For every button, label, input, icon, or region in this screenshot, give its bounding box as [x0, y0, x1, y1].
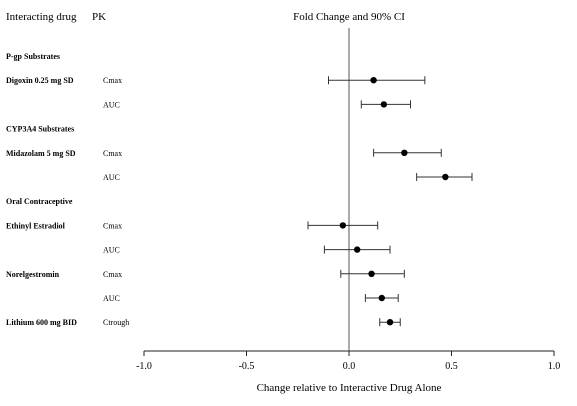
- point-estimate: [378, 294, 385, 302]
- chart-title: Fold Change and 90% CI: [293, 11, 405, 23]
- pk-label: Cmax: [103, 76, 122, 85]
- pk-label: AUC: [103, 294, 120, 303]
- rows-layer: P-gp Substrates Digoxin 0.25 mg SD Cmax AUC…: [6, 52, 129, 327]
- group-label: CYP3A4 Substrates: [6, 125, 74, 134]
- x-axis-ticks: -1.0 -0.5 0.0 0.5 1.0: [136, 351, 560, 372]
- pk-label: AUC: [103, 246, 120, 255]
- point-estimate: [380, 101, 388, 108]
- point-estimate: [401, 149, 408, 156]
- header-pk: PK: [92, 11, 106, 23]
- x-axis-label: Change relative to Interactive Drug Alon…: [257, 382, 442, 394]
- marks-layer: [307, 76, 473, 327]
- drug-label: Lithium 600 mg BID: [6, 318, 77, 327]
- x-tick-label: 1.0: [548, 361, 561, 372]
- point-estimate: [386, 319, 394, 326]
- point-estimate: [370, 77, 377, 84]
- x-tick-label: 0.5: [445, 361, 458, 372]
- pk-label: Cmax: [103, 270, 122, 279]
- group-label: Oral Contraceptive: [6, 197, 73, 206]
- pk-label: AUC: [103, 100, 120, 109]
- drug-label: Midazolam 5 mg SD: [6, 149, 76, 158]
- drug-label: Digoxin 0.25 mg SD: [6, 76, 74, 85]
- x-tick-label: 0.0: [343, 361, 356, 372]
- point-estimate: [339, 222, 347, 229]
- pk-label: Ctrough: [103, 318, 129, 327]
- group-label: P-gp Substrates: [6, 52, 60, 61]
- point-estimate: [442, 173, 449, 181]
- drug-label: Norelgestromin: [6, 270, 60, 279]
- header-interacting-drug: Interacting drug: [6, 11, 77, 23]
- x-tick-label: -1.0: [136, 361, 152, 372]
- point-estimate: [354, 246, 361, 253]
- pk-label: AUC: [103, 173, 120, 182]
- pk-label: Cmax: [103, 149, 122, 158]
- point-estimate: [368, 270, 375, 277]
- pk-label: Cmax: [103, 221, 122, 230]
- x-tick-label: -0.5: [239, 361, 255, 372]
- drug-label: Ethinyl Estradiol: [6, 221, 66, 230]
